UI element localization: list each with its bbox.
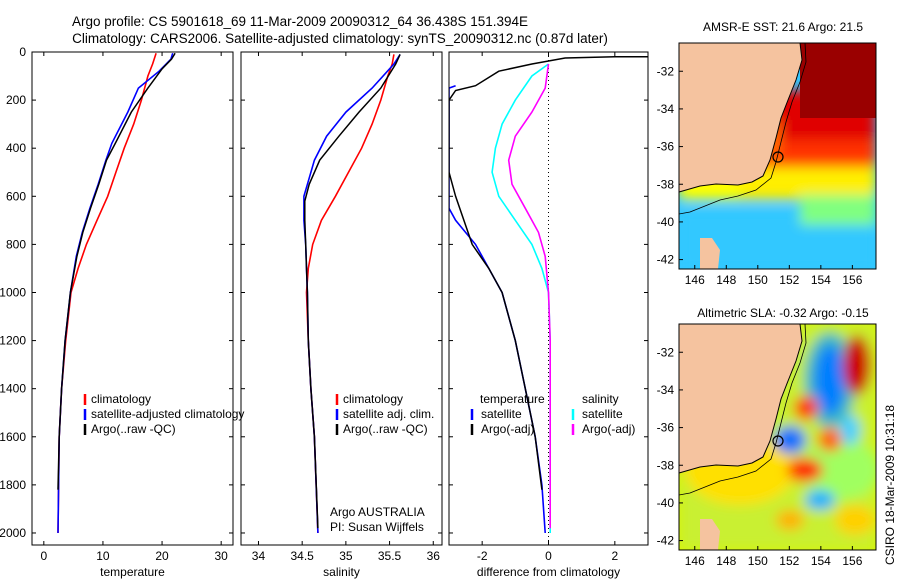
diff-series-line-3 xyxy=(507,63,552,529)
diff-legend-label-3: Argo(-adj) xyxy=(582,422,635,436)
sal-xtick-label: 34.5 xyxy=(290,549,314,563)
sla-tasmania xyxy=(700,519,720,550)
sst-warm-core xyxy=(800,43,876,118)
sal-axes-frame xyxy=(240,51,443,546)
temp-ytick-label: 1800 xyxy=(0,478,26,492)
temp-ytick-label: 1000 xyxy=(0,285,26,299)
sst-map-xtick-label: 152 xyxy=(779,273,799,287)
temp-xtick-label: 30 xyxy=(214,549,228,563)
sla-map-xtick-label: 156 xyxy=(842,554,862,568)
temp-xtick-label: 20 xyxy=(155,549,169,563)
sla-map: Altimetric SLA: -0.32 Argo: -0.15 xyxy=(657,306,877,568)
sst-map-ytick-label: -32 xyxy=(657,64,675,78)
sal-series-line-1 xyxy=(303,53,401,534)
sst-map-ytick-label: -36 xyxy=(657,140,675,154)
sla-map-xtick-label: 148 xyxy=(716,554,736,568)
sla-map-ytick-label: -38 xyxy=(657,458,675,472)
temp-ytick-label: 200 xyxy=(6,93,26,107)
sla-map-ytick-label: -34 xyxy=(657,383,675,397)
sst-map: AMSR-E SST: 21.6 Argo: 21.5 146 148 150 152… xyxy=(657,20,877,287)
temp-ytick-label: 600 xyxy=(6,189,26,203)
sal-legend-label-1: satellite adj. clim. xyxy=(343,407,434,421)
diff-legend-temperature-header: temperature xyxy=(480,392,545,406)
sst-map-xtick-label: 156 xyxy=(842,273,862,287)
sal-xtick-label: 35 xyxy=(339,549,353,563)
sst-map-ytick-label: -40 xyxy=(657,215,675,229)
sal-xtick-label: 35.5 xyxy=(378,549,402,563)
sla-map-xtick-label: 146 xyxy=(685,554,705,568)
temp-legend-label-0: climatology xyxy=(91,392,151,406)
side-stamp: CSIRO 18-Mar-2009 10:31:18 xyxy=(883,405,897,565)
temp-legend-label-2: Argo(..raw -QC) xyxy=(91,422,176,436)
sla-coastline xyxy=(679,324,803,474)
sla-map-title: Altimetric SLA: -0.32 Argo: -0.15 xyxy=(697,306,869,320)
sst-map-ytick-label: -34 xyxy=(657,102,675,116)
diff-legend-label-0: satellite xyxy=(481,407,522,421)
sla-map-ytick-label: -32 xyxy=(657,345,675,359)
sla-map-xtick-label: 154 xyxy=(811,554,831,568)
sal-xtick-label: 36 xyxy=(427,549,441,563)
sla-map-ytick-label: -40 xyxy=(657,496,675,510)
sla-map-xtick-label: 152 xyxy=(779,554,799,568)
temp-ytick-label: 2000 xyxy=(0,526,26,540)
sst-map-xtick-label: 150 xyxy=(748,273,768,287)
sal-legend-label-0: climatology xyxy=(343,392,403,406)
diff-legend-label-1: Argo(-adj) xyxy=(481,422,534,436)
sal-series-line-0 xyxy=(305,54,395,534)
sst-map-xtick-label: 154 xyxy=(811,273,831,287)
diff-series-line-1 xyxy=(449,56,648,490)
sal-annotation-line-1: PI: Susan Wijffels xyxy=(330,520,424,534)
sst-coast-contour xyxy=(679,43,807,215)
sal-xlabel: salinity xyxy=(323,565,360,579)
salinity-panel: 34 34.5 35 35.5 36 salinity climatologysatelli… xyxy=(240,51,443,579)
sal-xtick-label: 34 xyxy=(252,549,266,563)
sst-tasmania xyxy=(700,238,720,269)
diff-legend-salinity-header: salinity xyxy=(582,392,619,406)
sst-coastline xyxy=(679,43,803,193)
temp-series-line-0 xyxy=(57,52,157,534)
temp-ytick-label: 0 xyxy=(19,45,26,59)
sla-map-ytick-label: -36 xyxy=(657,421,675,435)
sal-annotation-line-0: Argo AUSTRALIA xyxy=(330,505,425,519)
temp-legend-label-1: satellite-adjusted climatology xyxy=(91,407,244,421)
sst-float-marker xyxy=(772,151,784,163)
difference-panel: -2 0 2 difference from climatology temperatu… xyxy=(448,51,649,579)
sal-series-line-2 xyxy=(304,54,401,529)
temp-series-line-1 xyxy=(57,52,174,534)
temp-series-line-2 xyxy=(57,52,176,490)
sst-map-xtick-label: 148 xyxy=(716,273,736,287)
temp-xtick-label: 10 xyxy=(96,549,110,563)
sla-map-ytick-label: -42 xyxy=(657,534,675,548)
sal-legend-label-2: Argo(..raw -QC) xyxy=(343,422,428,436)
temp-ytick-label: 400 xyxy=(6,141,26,155)
diff-xlabel: difference from climatology xyxy=(477,565,620,579)
diff-series-line-0 xyxy=(449,84,546,534)
diff-xtick-label: 0 xyxy=(545,549,552,563)
temp-ytick-label: 1200 xyxy=(0,334,26,348)
temp-ytick-label: 1600 xyxy=(0,430,26,444)
temperature-panel: 0 10 20 30 0 200 400 600 800 1000 1200 1400 1600 1800… xyxy=(0,45,244,579)
sst-map-ytick-label: -38 xyxy=(657,177,675,191)
temp-xlabel: temperature xyxy=(100,565,165,579)
diff-series-line-2 xyxy=(491,63,552,533)
sst-map-frame xyxy=(678,42,877,270)
diff-xtick-label: -2 xyxy=(477,549,488,563)
diff-legend-label-2: satellite xyxy=(582,407,623,421)
sst-map-title: AMSR-E SST: 21.6 Argo: 21.5 xyxy=(703,20,863,34)
sla-coast-contour xyxy=(679,324,807,496)
figure-title-line2: Climatology: CARS2006. Satellite-adjuste… xyxy=(72,31,608,46)
temp-ytick-label: 1400 xyxy=(0,382,26,396)
sst-map-xtick-label: 146 xyxy=(685,273,705,287)
temp-ytick-label: 800 xyxy=(6,237,26,251)
sla-float-marker xyxy=(772,435,784,447)
sst-map-ytick-label: -42 xyxy=(657,253,675,267)
sla-map-frame xyxy=(678,323,877,551)
figure-title-line1: Argo profile: CS 5901618_69 11-Mar-2009 … xyxy=(72,14,528,29)
sla-map-xtick-label: 150 xyxy=(748,554,768,568)
temp-axes-frame xyxy=(31,51,234,546)
diff-xtick-label: 2 xyxy=(611,549,618,563)
temp-xtick-label: 0 xyxy=(40,549,47,563)
